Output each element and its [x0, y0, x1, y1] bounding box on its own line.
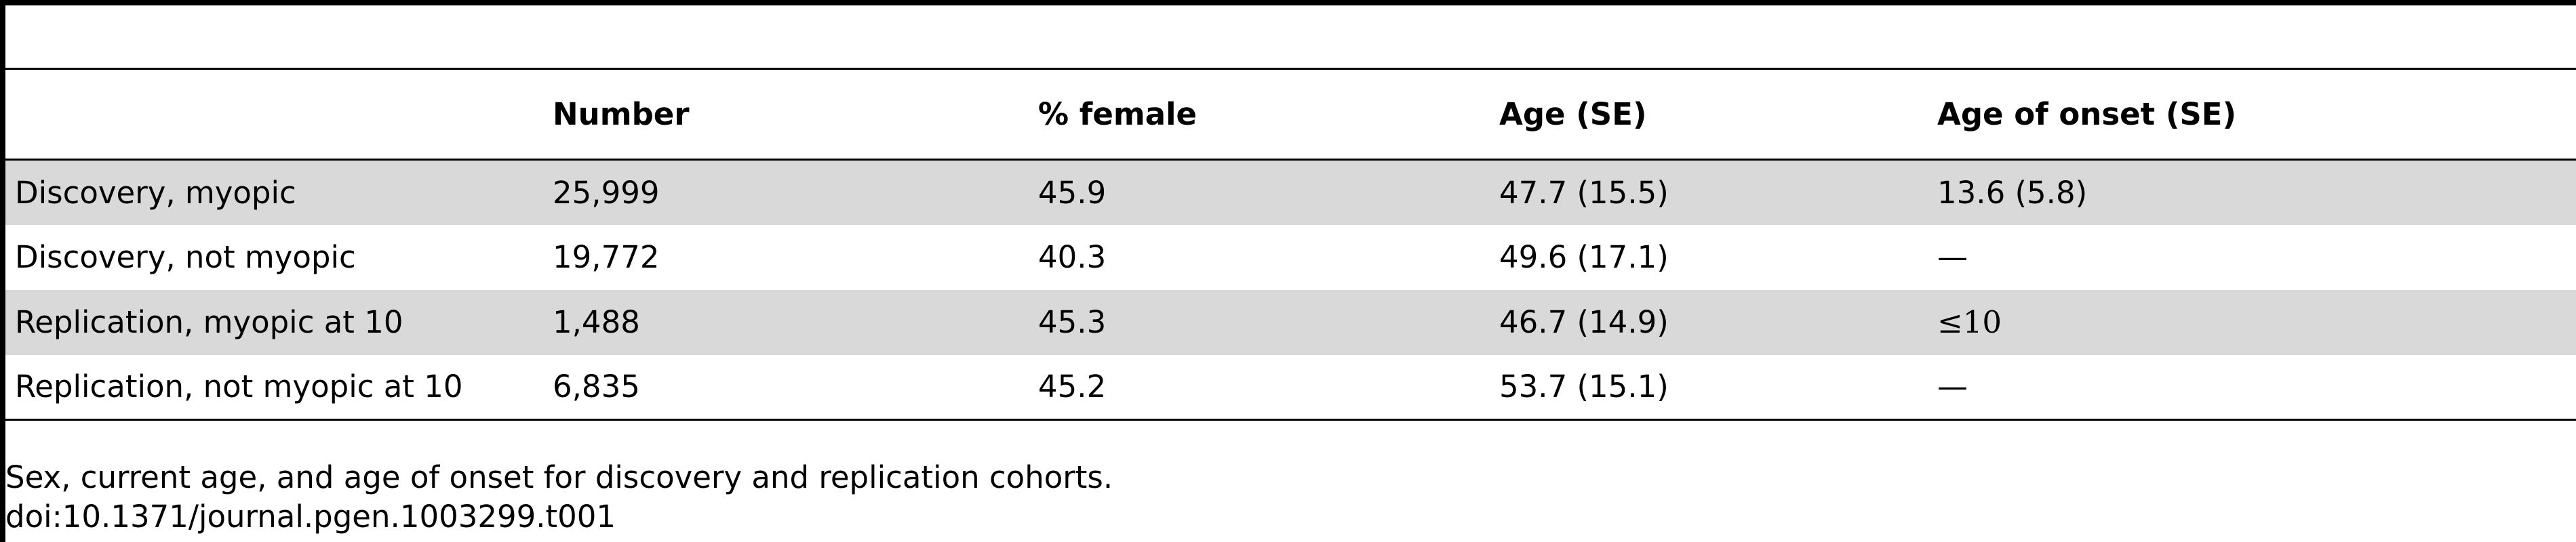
cohort-table: Number % female Age (SE) Age of onset (S…: [5, 68, 2576, 421]
table-row: Replication, myopic at 10 1,488 45.3 46.…: [5, 289, 2576, 355]
cell-pct-female: 40.3: [1038, 239, 1107, 275]
header-cohort: [5, 69, 553, 160]
cell-onset: —: [1937, 369, 1968, 405]
cell-cohort: Discovery, myopic: [15, 174, 296, 211]
cell-pct-female: 45.3: [1038, 304, 1107, 340]
caption-doi: doi:10.1371/journal.pgen.1003299.t001: [5, 499, 616, 535]
top-border-rule: [0, 0, 2576, 5]
cell-cohort: Replication, myopic at 10: [15, 304, 403, 340]
caption-text: Sex, current age, and age of onset for d…: [5, 459, 1113, 495]
cell-number: 25,999: [553, 174, 660, 211]
cell-onset: —: [1937, 239, 1968, 275]
cell-number: 1,488: [553, 304, 640, 340]
cohort-table-container: Number % female Age (SE) Age of onset (S…: [5, 68, 2576, 421]
cell-pct-female: 45.9: [1038, 174, 1107, 211]
table-row: Replication, not myopic at 10 6,835 45.2…: [5, 355, 2576, 420]
cell-onset: ≤10: [1937, 304, 2002, 340]
cell-age: 49.6 (17.1): [1499, 239, 1669, 275]
table-row: Discovery, myopic 25,999 45.9 47.7 (15.5…: [5, 159, 2576, 225]
table-caption: Sex, current age, and age of onset for d…: [5, 458, 1113, 537]
cell-cohort: Discovery, not myopic: [15, 239, 356, 275]
cell-age: 47.7 (15.5): [1499, 174, 1669, 211]
cell-number: 6,835: [553, 369, 640, 405]
left-border-rule: [0, 0, 5, 542]
header-number: Number: [553, 96, 690, 132]
cell-pct-female: 45.2: [1038, 369, 1107, 405]
cell-number: 19,772: [553, 239, 660, 275]
header-age-of-onset: Age of onset (SE): [1937, 96, 2237, 132]
header-age: Age (SE): [1499, 96, 1647, 132]
cell-age: 53.7 (15.1): [1499, 369, 1669, 405]
cell-onset: 13.6 (5.8): [1937, 174, 2088, 211]
cell-age: 46.7 (14.9): [1499, 304, 1669, 340]
header-pct-female: % female: [1038, 96, 1197, 132]
table-header-row: Number % female Age (SE) Age of onset (S…: [5, 68, 2576, 160]
cell-cohort: Replication, not myopic at 10: [15, 369, 463, 405]
table-row: Discovery, not myopic 19,772 40.3 49.6 (…: [5, 225, 2576, 290]
